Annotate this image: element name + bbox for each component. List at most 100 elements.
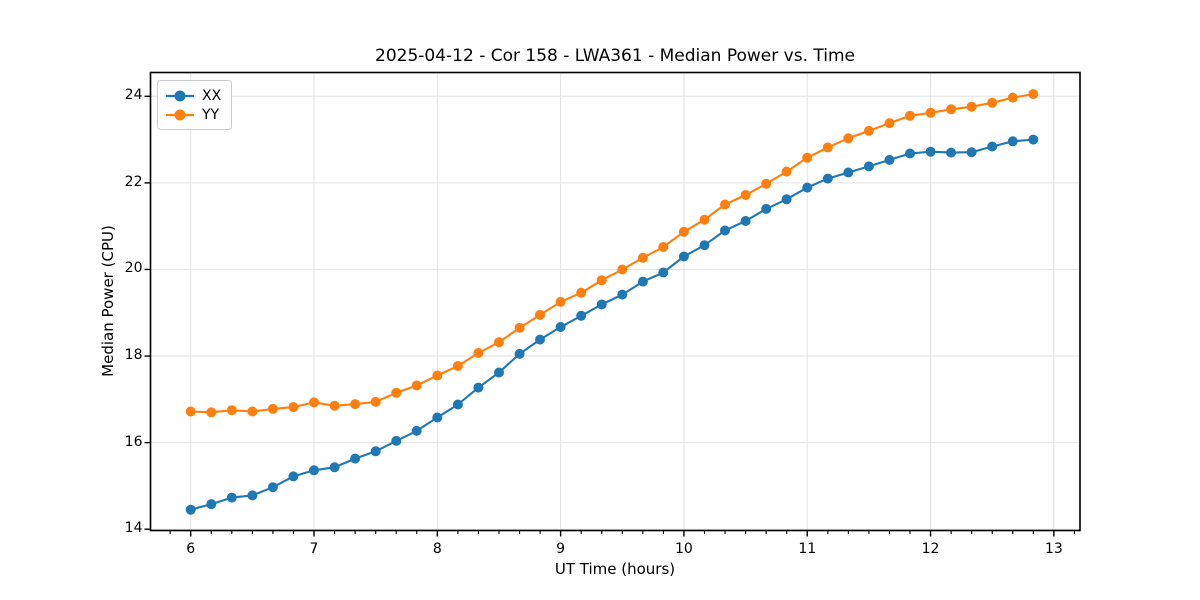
series-marker-yy	[185, 406, 196, 417]
series-marker-xx	[822, 173, 833, 184]
series-marker-xx	[576, 310, 587, 321]
legend-item-yy: YY	[165, 105, 221, 124]
series-marker-xx	[494, 367, 504, 378]
series-marker-xx	[226, 492, 237, 503]
series-marker-xx	[350, 453, 361, 464]
series-marker-xx	[966, 147, 977, 158]
series-marker-yy	[863, 125, 874, 136]
series-marker-xx	[391, 435, 402, 446]
series-marker-yy	[966, 101, 977, 112]
series-marker-yy	[1007, 92, 1018, 103]
series-marker-yy	[761, 178, 772, 189]
series-marker-xx	[288, 471, 299, 482]
series-marker-yy	[514, 322, 525, 333]
series-marker-yy	[925, 107, 936, 118]
series-marker-xx	[452, 399, 463, 410]
series-marker-yy	[699, 214, 710, 225]
series-marker-yy	[576, 287, 587, 298]
series-marker-xx	[781, 194, 792, 205]
x-tick-label: 8	[432, 541, 442, 557]
series-marker-xx	[925, 146, 936, 157]
series-marker-xx	[206, 499, 217, 510]
x-tick-label: 11	[798, 541, 817, 557]
series-marker-xx	[1028, 134, 1039, 145]
series-marker-xx	[309, 465, 319, 476]
series-marker-yy	[617, 264, 628, 275]
series-marker-yy	[720, 199, 730, 210]
series-marker-yy	[329, 400, 340, 411]
series-marker-xx	[247, 490, 258, 501]
series-marker-yy	[288, 402, 299, 413]
series-marker-xx	[720, 225, 730, 236]
series-marker-yy	[391, 387, 402, 398]
series-marker-yy	[637, 252, 648, 263]
series-marker-yy	[247, 406, 258, 417]
series-marker-yy	[535, 309, 545, 320]
x-tick-label: 10	[675, 541, 693, 557]
series-marker-xx	[514, 348, 525, 359]
series-marker-xx	[740, 216, 751, 226]
series-marker-xx	[678, 251, 689, 262]
x-tick-label: 7	[309, 541, 319, 557]
series-marker-yy	[1028, 89, 1039, 100]
series-marker-yy	[309, 397, 319, 408]
series-marker-xx	[1007, 136, 1018, 147]
legend-sample-marker	[174, 90, 186, 101]
x-tick-label: 9	[556, 541, 566, 557]
series-marker-yy	[884, 118, 895, 129]
series-marker-yy	[596, 275, 607, 286]
series-marker-yy	[267, 403, 278, 414]
legend-sample-marker	[174, 109, 186, 120]
x-axis-label: UT Time (hours)	[554, 560, 676, 578]
series-marker-yy	[350, 399, 361, 410]
plot-border	[149, 71, 1081, 532]
legend-line-sample-xx	[166, 90, 194, 101]
series-marker-xx	[329, 462, 340, 473]
x-tick-label: 6	[186, 541, 196, 557]
series-marker-xx	[884, 154, 895, 165]
y-tick-label: 24	[124, 87, 143, 104]
series-line-xx	[189, 138, 1035, 511]
y-tick-label: 14	[124, 520, 143, 537]
series-marker-xx	[185, 504, 196, 515]
series-marker-yy	[411, 380, 422, 391]
series-marker-xx	[432, 412, 443, 423]
series-marker-yy	[370, 396, 381, 407]
series-marker-xx	[411, 425, 422, 436]
series-line-yy	[189, 93, 1035, 414]
series-marker-yy	[432, 370, 443, 381]
legend-line-sample-yy	[166, 109, 194, 120]
series-marker-yy	[740, 190, 751, 200]
series-marker-xx	[863, 161, 874, 172]
legend-label-xx: XX	[202, 87, 222, 104]
series-marker-xx	[987, 141, 998, 152]
series-marker-xx	[658, 267, 669, 278]
x-tick-label: 13	[1044, 541, 1063, 557]
series-marker-xx	[596, 299, 607, 310]
series-marker-yy	[781, 166, 792, 177]
legend-item-xx: XX	[165, 86, 221, 105]
y-tick-label: 18	[124, 347, 143, 364]
series-marker-xx	[555, 322, 566, 332]
x-tick-label: 12	[921, 541, 940, 557]
series-marker-yy	[452, 361, 463, 371]
series-marker-yy	[822, 142, 833, 153]
series-marker-xx	[617, 289, 628, 300]
series-marker-xx	[473, 382, 484, 393]
series-marker-xx	[946, 147, 957, 158]
series-marker-yy	[226, 405, 237, 416]
series-marker-xx	[802, 182, 813, 193]
series-marker-yy	[905, 110, 915, 121]
series-marker-xx	[637, 276, 648, 287]
legend-label-yy: YY	[202, 106, 220, 123]
series-marker-yy	[843, 133, 854, 144]
series-marker-yy	[206, 407, 217, 418]
series-marker-yy	[802, 152, 813, 163]
series-marker-xx	[699, 240, 710, 251]
series-marker-xx	[843, 167, 854, 178]
series-marker-yy	[473, 348, 484, 358]
series-marker-xx	[905, 148, 915, 159]
series-marker-yy	[987, 97, 998, 108]
